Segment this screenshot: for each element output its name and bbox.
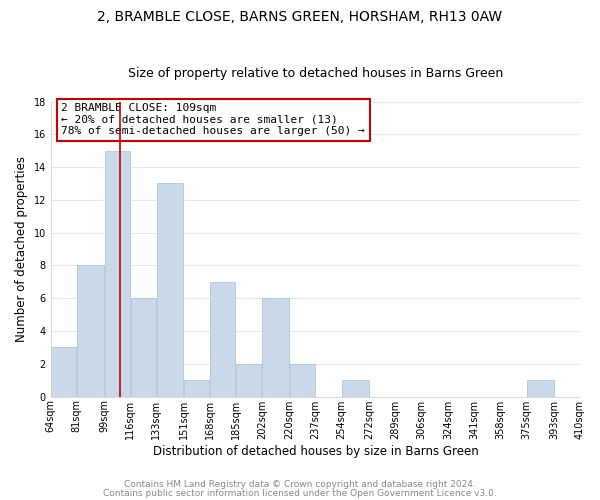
Text: 2 BRAMBLE CLOSE: 109sqm
← 20% of detached houses are smaller (13)
78% of semi-de: 2 BRAMBLE CLOSE: 109sqm ← 20% of detache… [61,103,365,136]
Text: Contains HM Land Registry data © Crown copyright and database right 2024.: Contains HM Land Registry data © Crown c… [124,480,476,489]
X-axis label: Distribution of detached houses by size in Barns Green: Distribution of detached houses by size … [152,444,478,458]
Bar [342,380,368,396]
Bar [51,348,76,397]
Bar [210,282,235,397]
Y-axis label: Number of detached properties: Number of detached properties [15,156,28,342]
Bar [131,298,156,396]
Bar [527,380,554,396]
Bar [157,184,184,396]
Bar [236,364,262,396]
Bar [290,364,315,396]
Text: 2, BRAMBLE CLOSE, BARNS GREEN, HORSHAM, RH13 0AW: 2, BRAMBLE CLOSE, BARNS GREEN, HORSHAM, … [97,10,503,24]
Bar [262,298,289,396]
Text: Contains public sector information licensed under the Open Government Licence v3: Contains public sector information licen… [103,488,497,498]
Bar [105,150,130,396]
Bar [77,266,104,396]
Title: Size of property relative to detached houses in Barns Green: Size of property relative to detached ho… [128,66,503,80]
Bar [184,380,209,396]
